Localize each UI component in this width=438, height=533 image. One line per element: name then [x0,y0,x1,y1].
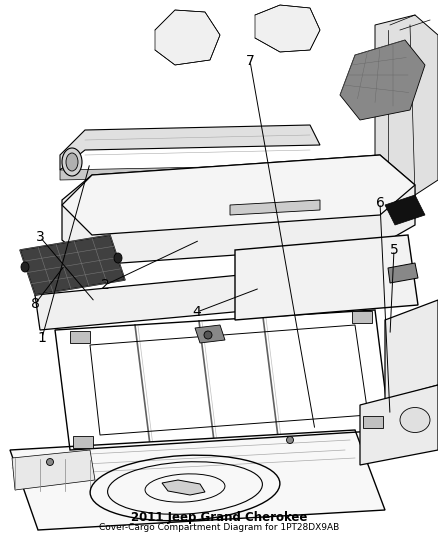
Polygon shape [255,5,320,52]
Polygon shape [112,178,158,222]
Polygon shape [235,235,418,320]
Text: 4: 4 [193,305,201,319]
Polygon shape [60,165,310,180]
Polygon shape [363,416,383,428]
Polygon shape [12,450,95,490]
Polygon shape [375,15,438,195]
Polygon shape [360,385,438,465]
Polygon shape [388,263,418,283]
Ellipse shape [21,262,29,272]
Polygon shape [230,200,320,215]
Polygon shape [10,430,385,530]
Ellipse shape [114,253,122,263]
Text: 7: 7 [246,54,254,68]
Polygon shape [385,300,438,400]
Text: 8: 8 [31,297,39,311]
Text: 5: 5 [390,243,399,257]
Text: 2: 2 [101,278,110,292]
Ellipse shape [400,408,430,432]
Polygon shape [385,195,425,225]
Text: 2011 Jeep Grand Cherokee: 2011 Jeep Grand Cherokee [131,512,307,524]
Text: 6: 6 [375,196,385,210]
Text: 1: 1 [38,331,46,345]
Polygon shape [70,331,90,343]
Ellipse shape [204,331,212,339]
Polygon shape [35,275,255,330]
Polygon shape [162,480,205,495]
Text: Cover-Cargo Compartment Diagram for 1PT28DX9AB: Cover-Cargo Compartment Diagram for 1PT2… [99,522,339,531]
Polygon shape [73,436,93,448]
Polygon shape [352,311,372,323]
Ellipse shape [66,153,78,171]
Ellipse shape [46,458,53,465]
Text: 3: 3 [35,230,44,244]
Polygon shape [60,125,320,170]
Polygon shape [20,235,125,295]
Ellipse shape [286,437,293,443]
Polygon shape [340,40,425,120]
Ellipse shape [62,148,82,176]
Polygon shape [195,325,225,343]
Polygon shape [62,155,415,265]
Polygon shape [62,155,415,235]
Polygon shape [155,10,220,65]
